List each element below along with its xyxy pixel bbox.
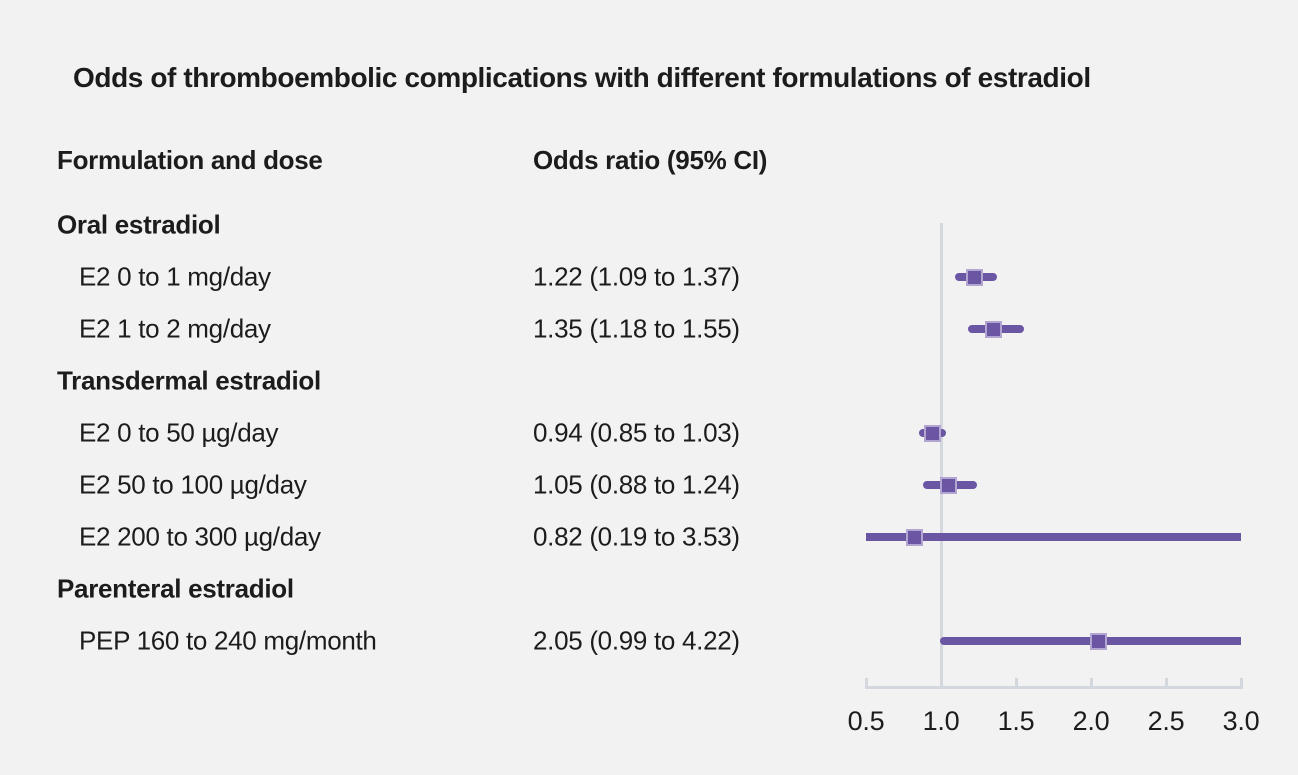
row-section: Oral estradiol	[0, 199, 1298, 251]
row-item: E2 200 to 300 µg/day 0.82 (0.19 to 3.53)	[0, 511, 1298, 563]
x-axis-tick-label: 2.5	[1147, 706, 1185, 736]
row-item: PEP 160 to 240 mg/month 2.05 (0.99 to 4.2…	[0, 615, 1298, 667]
point-estimate-marker	[1090, 632, 1107, 650]
x-axis-tick-label: 1.0	[922, 706, 960, 736]
row-value: 1.22 (1.09 to 1.37)	[533, 261, 740, 292]
point-estimate-marker	[940, 476, 957, 494]
row-label: Transdermal estradiol	[57, 365, 321, 396]
x-axis-tick	[1239, 678, 1243, 686]
x-axis-tick-label: 3.0	[1222, 706, 1260, 736]
row-value: 2.05 (0.99 to 4.22)	[533, 625, 740, 656]
x-axis-tick	[864, 678, 868, 686]
row-section: Transdermal estradiol	[0, 355, 1298, 407]
row-item: E2 0 to 1 mg/day 1.22 (1.09 to 1.37)	[0, 251, 1298, 303]
column-header-formulation: Formulation and dose	[57, 145, 323, 175]
point-estimate-marker	[923, 424, 941, 442]
row-section: Parenteral estradiol	[0, 563, 1298, 615]
row-item: E2 0 to 50 µg/day 0.94 (0.85 to 1.03)	[0, 407, 1298, 459]
row-label: E2 0 to 1 mg/day	[79, 261, 271, 292]
column-header-odds-ratio: Odds ratio (95% CI)	[533, 145, 768, 175]
row-label: PEP 160 to 240 mg/month	[79, 625, 377, 656]
figure-title: Odds of thromboembolic complications wit…	[73, 62, 1091, 93]
row-label: E2 0 to 50 µg/day	[79, 417, 279, 448]
row-label: E2 200 to 300 µg/day	[79, 521, 321, 552]
x-axis-tick-label: 0.5	[847, 706, 885, 736]
row-item: E2 50 to 100 µg/day 1.05 (0.88 to 1.24)	[0, 459, 1298, 511]
row-value: 1.05 (0.88 to 1.24)	[533, 469, 740, 500]
row-item: E2 1 to 2 mg/day 1.35 (1.18 to 1.55)	[0, 303, 1298, 355]
point-estimate-marker	[905, 528, 923, 546]
x-axis-tick-label: 1.5	[997, 706, 1035, 736]
x-axis-tick	[1014, 678, 1018, 686]
row-label: Parenteral estradiol	[57, 573, 294, 604]
row-label: E2 50 to 100 µg/day	[79, 469, 307, 500]
x-axis-tick	[1164, 678, 1168, 686]
ci-line	[866, 533, 1241, 541]
reference-line	[939, 223, 943, 689]
row-label: Oral estradiol	[57, 209, 221, 240]
x-axis-tick	[939, 678, 943, 686]
point-estimate-marker	[985, 320, 1002, 338]
x-axis-line	[864, 686, 1243, 689]
row-value: 0.94 (0.85 to 1.03)	[533, 417, 740, 448]
row-label: E2 1 to 2 mg/day	[79, 313, 271, 344]
row-value: 1.35 (1.18 to 1.55)	[533, 313, 740, 344]
row-value: 0.82 (0.19 to 3.53)	[533, 521, 740, 552]
x-axis-tick	[1089, 678, 1093, 686]
x-axis-tick-label: 2.0	[1072, 706, 1110, 736]
point-estimate-marker	[965, 268, 983, 286]
